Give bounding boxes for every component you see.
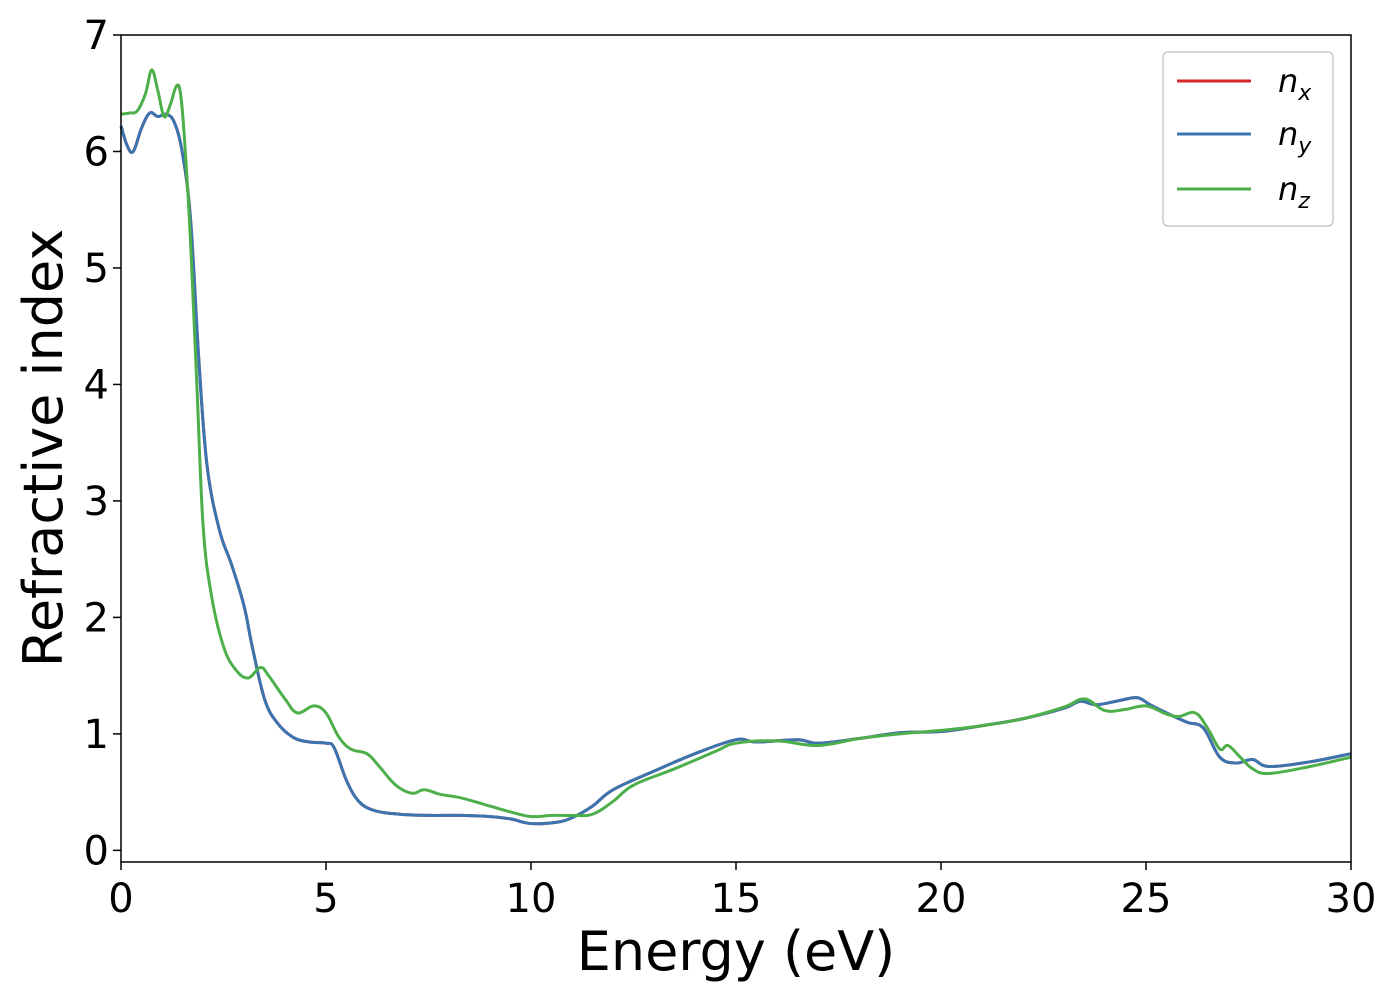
y-tick-label: 7 [84, 13, 109, 59]
legend-entry-nx: nx [1177, 62, 1312, 106]
x-tick-label: 0 [108, 876, 133, 922]
series-layer [119, 68, 1352, 826]
x-tick-label: 10 [506, 876, 557, 922]
series-line-ny [119, 111, 1352, 826]
series-line-nz [120, 68, 1352, 819]
legend-entry-ny: ny [1177, 115, 1312, 159]
x-tick-label: 30 [1326, 876, 1377, 922]
x-tick-label: 25 [1121, 876, 1172, 922]
x-tick-label: 20 [916, 876, 967, 922]
plot-frame [120, 34, 1352, 863]
x-tick-label: 15 [711, 876, 762, 922]
x-tick-label: 5 [313, 876, 338, 922]
legend-label-ny: ny [1278, 115, 1312, 159]
y-tick-label: 1 [84, 712, 109, 758]
legend-frame [1162, 51, 1334, 227]
ticks-layer: 0 5 10 15 20 25 30 0 1 2 3 4 5 6 7 [84, 13, 1377, 922]
legend-label-nz: nz [1278, 170, 1310, 214]
x-axis-label: Energy (eV) [577, 920, 896, 983]
y-tick-label: 2 [84, 595, 109, 641]
y-tick-label: 5 [84, 246, 109, 292]
y-tick-label: 0 [84, 828, 109, 874]
legend-entry-nz: nz [1177, 170, 1310, 214]
legend: nx ny nz [1162, 51, 1334, 227]
plot-area [121, 35, 1351, 862]
legend-label-nx: nx [1278, 62, 1312, 106]
y-tick-label: 4 [84, 362, 109, 408]
y-tick-label: 6 [84, 129, 109, 175]
y-axis-label: Refractive index [12, 229, 75, 668]
y-tick-label: 3 [84, 479, 109, 525]
